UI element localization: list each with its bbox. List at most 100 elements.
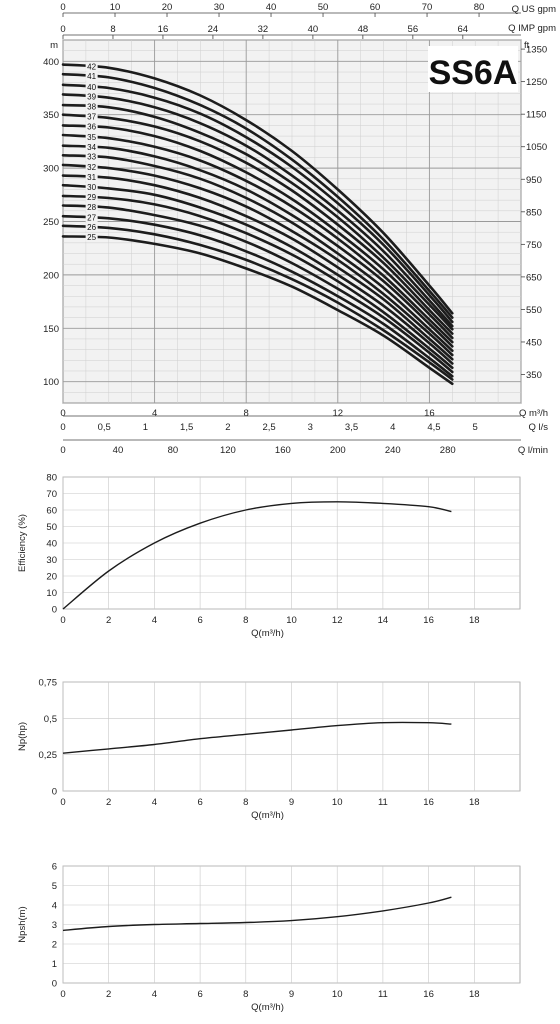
x-tick-label: 0 <box>60 797 65 808</box>
x-tick-label: 16 <box>423 615 434 626</box>
bottom-tick-label: 280 <box>440 445 456 456</box>
bottom-tick-label: 8 <box>244 408 249 419</box>
x-tick-label: 16 <box>423 797 434 808</box>
curve-label: 34 <box>87 143 96 152</box>
x-tick-label: 2 <box>106 615 111 626</box>
curve-42 <box>61 63 454 315</box>
right-tick-label: 850 <box>526 207 542 218</box>
bottom-tick-label: 12 <box>333 408 344 419</box>
top-tick-label: 8 <box>110 24 115 35</box>
y-tick-label: 200 <box>43 270 59 281</box>
grid <box>62 476 520 610</box>
x-tick-label: 18 <box>469 989 480 1000</box>
curve-label: 31 <box>87 173 96 182</box>
curve-32 <box>61 163 454 357</box>
top-tick-label: 40 <box>308 24 319 35</box>
curve-label-bg <box>85 82 98 92</box>
bottom-tick-label: 0 <box>60 422 65 433</box>
curve-label: 37 <box>87 113 96 122</box>
y-tick-label: 400 <box>43 57 59 68</box>
top-tick-label: 48 <box>358 24 369 35</box>
curve-label: 26 <box>87 223 96 232</box>
bottom-tick-label: 4 <box>152 408 157 419</box>
curve-41 <box>61 72 454 319</box>
curve-label: 36 <box>87 123 96 132</box>
curve-37 <box>61 113 454 335</box>
right-tick-label: 1350 <box>526 45 547 56</box>
y-tick-label: 0 <box>52 979 57 990</box>
right-tick-label: 450 <box>526 337 542 348</box>
title-box <box>428 46 518 92</box>
y-tick-label: 5 <box>52 881 57 892</box>
y-tick-label: 100 <box>43 377 59 388</box>
grid <box>62 865 520 984</box>
bottom-tick-label: 40 <box>113 445 124 456</box>
curve-label-bg <box>85 112 98 122</box>
top-tick-label: 24 <box>208 24 219 35</box>
curve-label-bg <box>85 122 98 132</box>
bottom-tick-label: 0 <box>60 445 65 456</box>
x-tick-label: 18 <box>469 615 480 626</box>
curve-label-bg <box>85 71 98 81</box>
bottom-tick-label: 0,5 <box>98 422 111 433</box>
curve-38 <box>61 103 454 331</box>
y-tick-label: 30 <box>46 555 57 566</box>
bottom-tick-label: 3,5 <box>345 422 358 433</box>
x-axis-label: Q(m³/h) <box>251 1002 284 1013</box>
y-tick-label: 0 <box>52 605 57 616</box>
chart-title: SS6A <box>429 54 518 92</box>
bottom-tick-label: 1 <box>143 422 148 433</box>
curve-30 <box>61 183 454 365</box>
curve-label-bg <box>85 162 98 172</box>
x-tick-label: 0 <box>60 989 65 1000</box>
bottom-tick-label: 160 <box>275 445 291 456</box>
x-tick-label: 16 <box>423 989 434 1000</box>
bottom-tick-label: 4 <box>390 422 395 433</box>
y-tick-label: 60 <box>46 506 57 517</box>
y-tick-label: 300 <box>43 164 59 175</box>
top-tick-label: 0 <box>60 2 65 13</box>
curve-label: 41 <box>87 72 96 81</box>
curve-label-bg <box>85 222 98 232</box>
data-line <box>62 721 452 754</box>
x-tick-label: 10 <box>286 615 297 626</box>
curve-39 <box>61 93 454 328</box>
y-tick-label: 50 <box>46 522 57 533</box>
top-tick-label: 0 <box>60 24 65 35</box>
top-tick-label: 64 <box>458 24 469 35</box>
x-tick-label: 10 <box>332 797 343 808</box>
y-tick-label: 0 <box>52 787 57 798</box>
x-tick-label: 4 <box>152 989 157 1000</box>
y-tick-label: 0,5 <box>44 714 57 725</box>
curve-label: 35 <box>87 133 96 142</box>
curve-27 <box>61 214 454 378</box>
y-axis-label: Npsh(m) <box>17 906 28 942</box>
x-tick-label: 11 <box>378 797 388 808</box>
right-tick-label: 950 <box>526 175 542 186</box>
curve-label-bg <box>85 91 98 101</box>
x-tick-label: 10 <box>332 989 343 1000</box>
y-tick-label: 70 <box>46 489 57 500</box>
x-tick-label: 12 <box>332 615 343 626</box>
top-tick-label: 40 <box>266 2 277 13</box>
top-tick-label: 60 <box>370 2 381 13</box>
x-tick-label: 0 <box>60 615 65 626</box>
curve-29 <box>61 194 454 370</box>
chart-3: 0 1 2 3 4 5 6 0 2 4 6 8 9 10 11 16 18 Q(m³/h) Npsh(m) <box>17 862 521 1013</box>
curve-label-bg <box>85 232 98 242</box>
right-tick-label: 1150 <box>526 110 546 121</box>
y-tick-label: 3 <box>52 920 57 931</box>
y-tick-label: 2 <box>52 940 57 951</box>
y-tick-label: 80 <box>46 473 57 484</box>
curve-label: 30 <box>87 183 96 192</box>
y-axis-label: m <box>50 40 58 51</box>
curve-34 <box>61 144 454 348</box>
bottom-axis-label: Q m³/h <box>519 408 548 419</box>
y-tick-label: 6 <box>52 862 57 873</box>
curve-40 <box>61 83 454 324</box>
data-line <box>62 896 452 932</box>
right-axis-label: ft <box>524 40 530 51</box>
top-tick-label: 32 <box>258 24 269 35</box>
